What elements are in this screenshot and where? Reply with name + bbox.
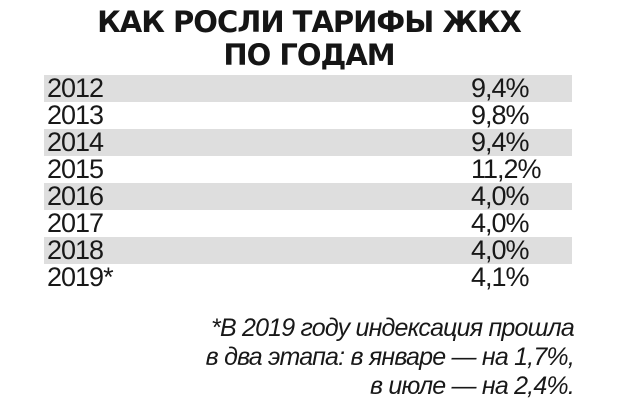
table-row: 2018 4,0%	[44, 237, 572, 264]
title-line-2: ПО ГОДАМ	[223, 38, 395, 72]
percent-cell: 11,2%	[471, 154, 542, 184]
year-cell: 2013	[47, 100, 104, 130]
footnote-line-1: *В 2019 году индексация прошла	[211, 314, 575, 342]
year-cell: 2012	[47, 73, 104, 103]
table-row: 2014 9,4%	[44, 129, 572, 156]
table-row: 2019* 4,1%	[44, 264, 572, 291]
year-cell: 2018	[47, 235, 104, 265]
chart-title: КАК РОСЛИ ТАРИФЫ ЖКХ ПО ГОДАМ	[0, 6, 618, 72]
year-cell: 2015	[47, 154, 104, 184]
percent-cell: 4,0%	[471, 235, 530, 265]
footnote: *В 2019 году индексация прошла в два эта…	[134, 314, 575, 401]
year-cell: 2017	[47, 208, 104, 238]
table-row: 2015 11,2%	[44, 156, 572, 183]
table-row: 2016 4,0%	[44, 183, 572, 210]
footnote-line-2: в два этапа: в январе — на 1,7%,	[205, 343, 575, 371]
percent-cell: 4,0%	[471, 208, 530, 238]
year-cell: 2014	[47, 127, 104, 157]
footnote-line-3: в июле — на 2,4%.	[370, 372, 575, 400]
percent-cell: 9,4%	[471, 73, 530, 103]
table-row: 2017 4,0%	[44, 210, 572, 237]
year-cell: 2016	[47, 181, 104, 211]
percent-cell: 9,8%	[471, 100, 530, 130]
table-row: 2013 9,8%	[44, 102, 572, 129]
percent-cell: 4,1%	[471, 262, 530, 292]
title-line-1: КАК РОСЛИ ТАРИФЫ ЖКХ	[97, 5, 522, 39]
table-row: 2012 9,4%	[44, 75, 572, 102]
percent-cell: 4,0%	[471, 181, 530, 211]
year-cell: 2019*	[47, 262, 114, 292]
percent-cell: 9,4%	[471, 127, 530, 157]
tariff-table: 2012 9,4% 2013 9,8% 2014 9,4% 2015 11,2% 2016 4,0…	[44, 75, 572, 291]
